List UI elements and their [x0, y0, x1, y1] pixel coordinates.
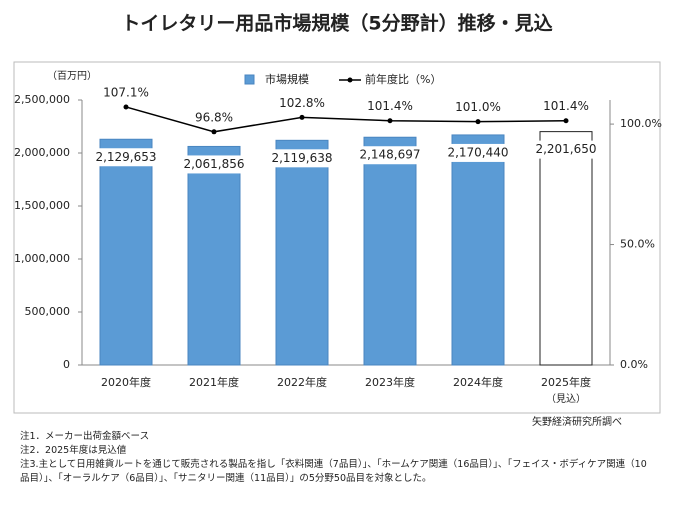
x-tick-label: 2025年度 — [541, 375, 591, 389]
line-value-label: 102.8% — [279, 96, 325, 110]
y-tick-label: 0 — [63, 358, 70, 371]
y-axis-label: （百万円） — [47, 70, 97, 82]
bar — [451, 134, 505, 366]
bar — [539, 131, 593, 366]
x-tick-note: （見込） — [546, 393, 586, 405]
line — [125, 106, 567, 133]
line-value-label: 101.4% — [543, 99, 589, 113]
x-tick-label: 2021年度 — [189, 375, 239, 389]
line-marker — [211, 129, 217, 135]
y2-tick-label: 0.0% — [620, 358, 648, 371]
note: 注1．メーカー出荷金額ベース — [20, 431, 150, 442]
line-value-label: 96.8% — [195, 110, 233, 124]
x-tick-label: 2022年度 — [277, 375, 327, 389]
chart-frame — [13, 61, 661, 414]
y-tick-label: 1,500,000 — [14, 199, 70, 212]
value-label-bg — [88, 148, 164, 167]
y-tick-label: 2,000,000 — [14, 146, 70, 159]
bar-value-label: 2,201,650 — [535, 142, 596, 156]
value-label-bg — [264, 149, 340, 168]
note: 注3.主として日用雑貨ルートを通じて販売される製品を指し「衣料関連（7品目）」、… — [20, 459, 647, 484]
bar-value-label: 2,170,440 — [447, 145, 508, 159]
line-marker — [387, 118, 393, 124]
line-marker — [475, 119, 481, 125]
line-marker — [123, 104, 129, 110]
line-value-label: 101.4% — [367, 99, 413, 113]
line-value-label: 107.1% — [103, 85, 149, 99]
x-tick-label: 2020年度 — [101, 375, 151, 389]
bar — [99, 138, 153, 366]
chart-title: トイレタリー用品市場規模（5分野計）推移・見込 — [121, 12, 552, 35]
legend-swatch — [244, 74, 255, 85]
bar — [275, 139, 329, 366]
bar — [363, 136, 417, 366]
line-marker — [563, 118, 569, 124]
x-tick-label: 2023年度 — [365, 375, 415, 389]
y2-tick-label: 50.0% — [620, 238, 655, 251]
line-value-label: 101.0% — [455, 100, 501, 114]
legend-label: 市場規模 — [265, 72, 309, 86]
legend-marker — [347, 77, 353, 83]
y-tick-label: 2,500,000 — [14, 93, 70, 106]
value-label-bg — [440, 143, 516, 162]
bar-value-label: 2,119,638 — [271, 151, 332, 165]
value-label-bg — [352, 146, 428, 165]
y-tick-label: 500,000 — [25, 305, 71, 318]
y2-tick-label: 100.0% — [620, 117, 662, 130]
chart: トイレタリー用品市場規模（5分野計）推移・見込 （百万円） 矢野経済研究所調べ … — [13, 12, 662, 428]
value-label-bg — [176, 155, 252, 174]
note: 注2．2025年度は見込値 — [20, 445, 127, 456]
value-label-bg — [528, 140, 604, 159]
notes: 注1．メーカー出荷金額ベース 注2．2025年度は見込値注3.主として日用雑貨ルー… — [20, 430, 650, 486]
bar-value-label: 2,148,697 — [359, 148, 420, 162]
bar-value-label: 2,061,856 — [183, 157, 244, 171]
x-tick-label: 2024年度 — [453, 375, 503, 389]
legend-label: 前年度比（%） — [365, 72, 441, 86]
y-tick-label: 1,000,000 — [14, 252, 70, 265]
line-marker — [299, 114, 305, 120]
bar-value-label: 2,129,653 — [95, 150, 156, 164]
bar — [187, 145, 241, 366]
source: 矢野経済研究所調べ — [532, 415, 622, 428]
